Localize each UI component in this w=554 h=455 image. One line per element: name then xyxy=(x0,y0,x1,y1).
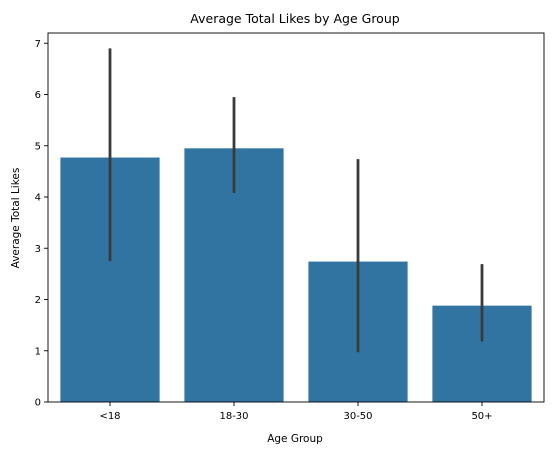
x-tick-label: 18-30 xyxy=(219,411,248,422)
y-tick-label: 7 xyxy=(35,39,41,50)
y-tick-label: 3 xyxy=(35,244,41,255)
y-tick-label: 0 xyxy=(35,398,41,409)
y-tick-label: 2 xyxy=(35,295,41,306)
y-tick-label: 5 xyxy=(35,141,41,152)
x-axis-label: Age Group xyxy=(267,433,323,445)
y-tick-label: 1 xyxy=(35,346,41,357)
plot-area: 0 1 2 3 4 5 6 7 <18 18-30 30-50 50+ xyxy=(35,32,545,422)
axes-frame xyxy=(47,32,545,403)
y-tick-label: 4 xyxy=(35,193,41,204)
x-tick-label: <18 xyxy=(99,411,120,422)
x-tick-label: 50+ xyxy=(471,411,492,422)
chart-title: Average Total Likes by Age Group xyxy=(190,11,399,26)
x-tick-label: 30-50 xyxy=(343,411,372,422)
y-tick-label: 6 xyxy=(35,90,41,101)
y-axis-label: Average Total Likes xyxy=(10,168,22,269)
